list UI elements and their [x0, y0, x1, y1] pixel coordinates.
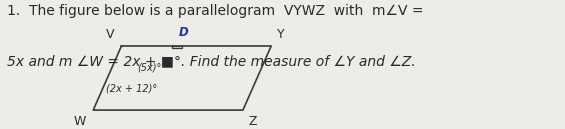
- Text: (2x + 12)°: (2x + 12)°: [106, 83, 157, 93]
- Text: 1.  The figure below is a parallelogram  VYWZ  with  m∠V =: 1. The figure below is a parallelogram V…: [7, 4, 423, 18]
- Text: 5x and m ∠W = 2x + ■°. Find the measure of ∠Y and ∠Z.: 5x and m ∠W = 2x + ■°. Find the measure …: [7, 54, 415, 68]
- Text: Y: Y: [277, 28, 284, 41]
- Text: D: D: [179, 26, 189, 39]
- Text: W: W: [74, 115, 86, 128]
- Text: Z: Z: [249, 115, 257, 128]
- Text: V: V: [106, 28, 115, 41]
- Text: (5x)°: (5x)°: [137, 63, 162, 73]
